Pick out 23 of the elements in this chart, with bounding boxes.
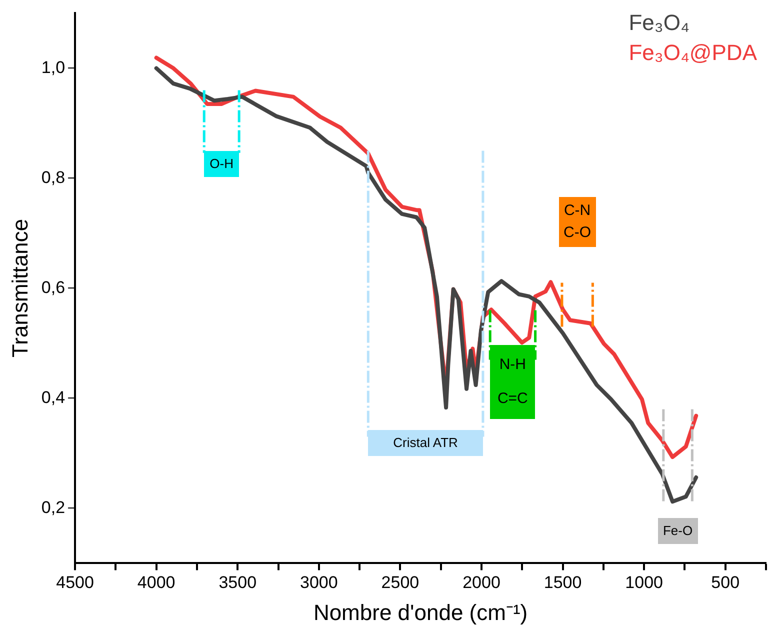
label-box: Fe-O [658, 518, 698, 544]
x-tick-label: 4500 [56, 573, 94, 592]
y-tick-label: 1,0 [41, 58, 66, 77]
y-axis-title: Transmittance [7, 218, 32, 358]
label-box: Cristal ATR [368, 430, 483, 456]
x-axis-title: Nombre d'onde (cm⁻¹) [313, 600, 528, 625]
y-tick-label: 0,6 [41, 278, 66, 297]
label-box: C-N C-O [558, 197, 596, 248]
text: Fe₃O₄@PDA [628, 39, 757, 67]
x-tick-label: 500 [711, 573, 740, 592]
label-box: O-H [204, 150, 240, 177]
y-tick-label: 0,2 [41, 498, 66, 517]
text: Fe₃O₄ [628, 9, 690, 37]
x-tick-label: 3500 [218, 573, 257, 592]
x-tick-label: 2500 [381, 573, 420, 592]
x-tick-label: 1000 [625, 573, 663, 592]
label-box: N-H C=C [490, 344, 536, 419]
x-tick-label: 1500 [544, 573, 582, 592]
x-tick-label: 2000 [462, 573, 500, 592]
x-tick-label: 3000 [300, 573, 338, 592]
x-tick-label: 4000 [137, 573, 176, 592]
y-tick-label: 0,4 [41, 388, 66, 407]
y-tick-label: 0,8 [41, 168, 66, 187]
